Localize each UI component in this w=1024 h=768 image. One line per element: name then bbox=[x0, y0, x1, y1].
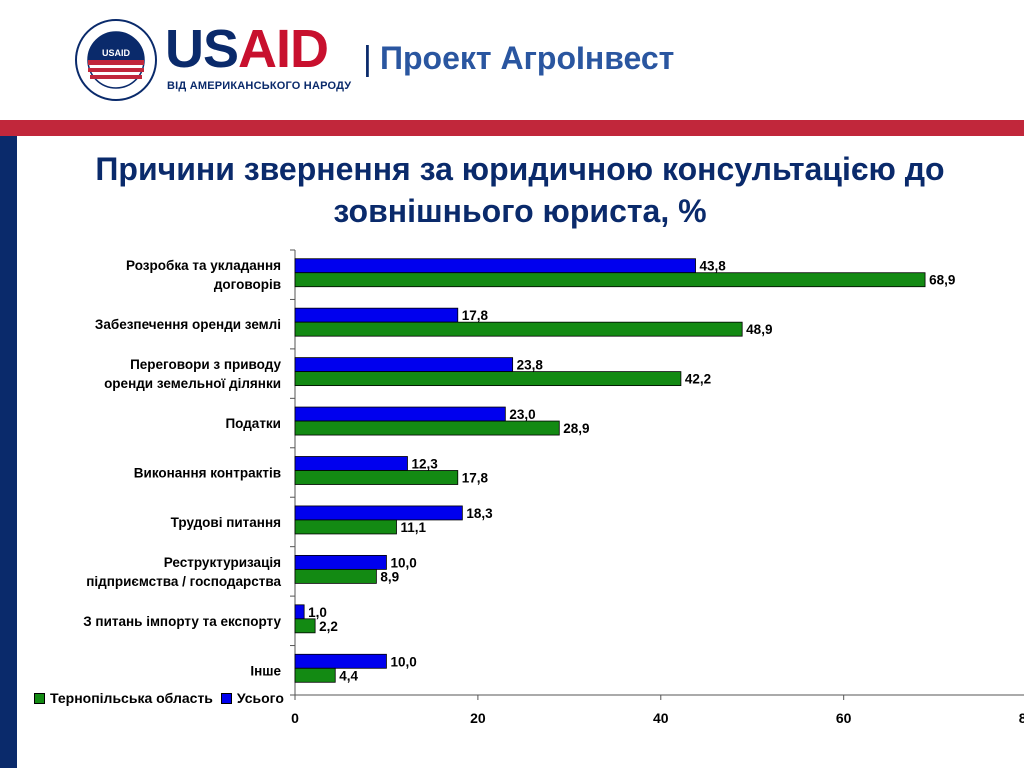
data-label: 68,9 bbox=[929, 273, 955, 288]
bar-region bbox=[294, 272, 926, 288]
usaid-us-text: US bbox=[165, 19, 239, 79]
bar-region bbox=[294, 618, 316, 634]
red-header-band bbox=[0, 120, 1024, 136]
data-label: 17,8 bbox=[462, 471, 489, 486]
data-label: 2,2 bbox=[319, 619, 338, 634]
legend-swatch-region bbox=[34, 692, 45, 704]
data-label: 10,0 bbox=[390, 555, 416, 570]
data-label: 12,3 bbox=[411, 457, 438, 472]
bar-region bbox=[294, 568, 377, 584]
bar-total bbox=[294, 653, 387, 669]
x-tick-label: 0 bbox=[291, 710, 299, 726]
bar-total bbox=[294, 357, 514, 373]
data-label: 17,8 bbox=[462, 308, 489, 323]
category-label: договорів bbox=[214, 277, 281, 292]
header-separator: | bbox=[363, 40, 372, 78]
bar-region bbox=[294, 519, 397, 535]
data-label: 8,9 bbox=[380, 569, 399, 584]
data-label: 1,0 bbox=[308, 605, 327, 620]
bar-region bbox=[294, 470, 459, 485]
x-tick-label: 80 bbox=[1019, 710, 1024, 726]
bar-total bbox=[294, 406, 506, 422]
category-label: Виконання контрактів bbox=[134, 466, 281, 481]
data-label: 10,0 bbox=[390, 654, 416, 669]
data-label: 28,9 bbox=[563, 421, 589, 436]
bar-total bbox=[294, 505, 463, 521]
data-label: 11,1 bbox=[401, 520, 427, 535]
category-label: Забезпечення оренди землі bbox=[95, 317, 281, 332]
legend-item-total: Усього bbox=[220, 690, 284, 706]
category-label: Переговори з приводу bbox=[130, 357, 281, 372]
bar-total bbox=[294, 554, 387, 570]
x-tick-label: 40 bbox=[653, 710, 669, 726]
bar-region bbox=[294, 667, 336, 683]
category-label: Трудові питання bbox=[171, 515, 281, 530]
bar-total bbox=[294, 307, 459, 323]
data-label: 23,0 bbox=[509, 407, 535, 422]
category-label: Інше bbox=[250, 663, 281, 678]
bar-region bbox=[294, 420, 560, 436]
data-label: 48,9 bbox=[746, 322, 772, 337]
category-label: З питань імпорту та експорту bbox=[83, 614, 281, 629]
usaid-wordmark: USAID bbox=[165, 19, 329, 79]
data-label: 43,8 bbox=[700, 259, 727, 274]
legend-label-region: Тернопільська область bbox=[50, 690, 213, 706]
header: USAID USAID ВІД АМЕРИКАНСЬКОГО НАРОДУ | … bbox=[0, 0, 1024, 120]
legend-swatch-total bbox=[220, 692, 232, 704]
data-label: 42,2 bbox=[685, 372, 711, 387]
usaid-tagline: ВІД АМЕРИКАНСЬКОГО НАРОДУ bbox=[167, 80, 352, 92]
category-label: підприємства / господарства bbox=[86, 574, 281, 589]
bar-total bbox=[294, 258, 696, 274]
bar-region bbox=[294, 371, 682, 387]
legend-label-total: Усього bbox=[236, 690, 284, 706]
bar-total bbox=[294, 604, 305, 620]
usaid-seal-logo: USAID bbox=[75, 19, 157, 101]
chart-legend: Тернопільська область Усього bbox=[34, 690, 292, 706]
data-label: 18,3 bbox=[466, 506, 493, 521]
legend-item-region: Тернопільська область bbox=[34, 690, 213, 706]
data-label: 4,4 bbox=[339, 668, 358, 683]
svg-text:USAID: USAID bbox=[102, 48, 131, 58]
navy-side-bar bbox=[0, 136, 17, 768]
bar-region bbox=[294, 321, 743, 337]
project-name: Проект АгроІнвест bbox=[380, 40, 675, 76]
slide-title: Причини звернення за юридичною консульта… bbox=[95, 151, 945, 229]
category-label: Податки bbox=[225, 416, 281, 431]
x-tick-label: 60 bbox=[836, 710, 852, 726]
usaid-aid-text: AID bbox=[238, 19, 329, 79]
x-tick-label: 20 bbox=[470, 710, 486, 726]
data-label: 23,8 bbox=[517, 358, 544, 373]
category-label: Розробка та укладання bbox=[126, 258, 281, 273]
category-label: Реструктуризація bbox=[164, 555, 281, 570]
category-label: оренди земельної ділянки bbox=[104, 376, 281, 391]
bar-total bbox=[294, 456, 408, 471]
